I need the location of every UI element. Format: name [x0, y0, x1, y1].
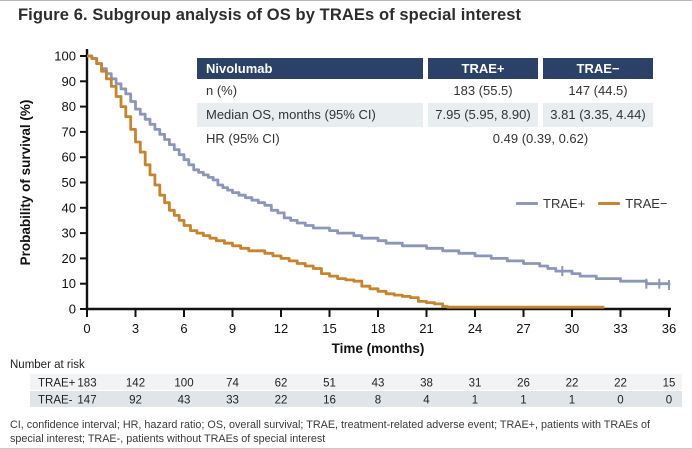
risk-count: 0	[666, 395, 672, 407]
risk-row-stripe	[30, 391, 682, 407]
risk-count: 4	[423, 395, 430, 407]
risk-count: 1	[472, 395, 478, 407]
risk-count: 142	[126, 378, 145, 390]
y-tick-label: 60	[62, 150, 76, 165]
y-tick-label: 80	[62, 99, 76, 114]
x-tick-label: 27	[516, 321, 530, 336]
y-tick-label: 50	[62, 175, 76, 190]
figure-title: Figure 6. Subgroup analysis of OS by TRA…	[18, 6, 522, 24]
y-tick-label: 100	[54, 49, 76, 64]
risk-count: 15	[663, 378, 676, 390]
summary-row-hr: HR (95% CI) 0.49 (0.39, 0.62)	[197, 127, 653, 151]
legend-label-trae-neg: TRAE−	[625, 196, 668, 211]
risk-row-name: TRAE-	[38, 395, 73, 407]
risk-count: 92	[129, 395, 142, 407]
risk-count: 183	[77, 378, 96, 390]
x-tick-label: 12	[274, 321, 288, 336]
risk-row-name: TRAE+	[38, 378, 76, 390]
risk-count: 1	[520, 395, 526, 407]
x-tick-label: 30	[565, 321, 579, 336]
y-axis-title: Probability of survival (%)	[18, 100, 33, 266]
risk-count: 62	[275, 378, 288, 390]
risk-row-stripe	[30, 374, 682, 390]
summary-header-trae-neg: TRAE−	[543, 58, 653, 79]
risk-count: 100	[174, 378, 193, 390]
y-tick-label: 10	[62, 276, 76, 291]
risk-count: 0	[617, 395, 623, 407]
risk-count: 43	[372, 378, 385, 390]
summary-row-hr-label: HR (95% CI)	[206, 131, 280, 146]
x-tick-label: 24	[468, 321, 482, 336]
summary-row-median-trae-pos: 7.95 (5.95, 8.90)	[428, 103, 538, 127]
summary-header-trae-pos: TRAE+	[428, 58, 538, 79]
y-tick-label: 40	[62, 200, 76, 215]
legend-item-trae-neg: TRAE−	[598, 196, 668, 211]
risk-count: 26	[517, 378, 530, 390]
y-tick-label: 90	[62, 74, 76, 89]
risk-count: 38	[420, 378, 433, 390]
km-curve-TRAE+	[87, 54, 671, 286]
x-tick-label: 15	[322, 321, 336, 336]
summary-row-median-trae-neg: 3.81 (3.35, 4.44)	[543, 103, 653, 127]
trae-pos-line-swatch	[516, 202, 538, 205]
x-tick-label: 33	[613, 321, 627, 336]
x-tick-label: 36	[662, 321, 676, 336]
x-tick-label: 6	[180, 321, 187, 336]
summary-row-n-trae-pos: 183 (55.5)	[453, 83, 513, 98]
risk-count: 33	[226, 395, 239, 407]
abbreviations-footnote: CI, confidence interval; HR, hazard rati…	[10, 419, 650, 446]
x-tick-label: 0	[83, 321, 90, 336]
summary-row-n-label: n (%)	[206, 83, 238, 98]
summary-header-drug: Nivolumab	[197, 58, 423, 79]
x-tick-label: 9	[229, 321, 236, 336]
risk-count: 51	[323, 378, 336, 390]
risk-count: 22	[614, 378, 627, 390]
y-tick-label: 70	[62, 124, 76, 139]
risk-count: 1	[569, 395, 575, 407]
plot-legend: TRAE+ TRAE−	[516, 196, 668, 211]
summary-row-median-label: Median OS, months (95% CI)	[197, 103, 423, 127]
x-tick-label: 21	[419, 321, 433, 336]
y-tick-label: 20	[62, 251, 76, 266]
risk-count: 43	[178, 395, 191, 407]
summary-row-hr-value: 0.49 (0.39, 0.62)	[492, 131, 589, 146]
number-at-risk-label: Number at risk	[10, 359, 85, 371]
x-axis-title: Time (months)	[332, 341, 425, 356]
risk-count: 16	[323, 395, 336, 407]
km-curve-TRAE−	[87, 54, 605, 309]
trae-neg-line-swatch	[598, 202, 621, 205]
y-tick-label: 30	[62, 226, 76, 241]
summary-table: Nivolumab TRAE+ TRAE− n (%) 183 (55.5) 1…	[197, 58, 653, 151]
legend-item-trae-pos: TRAE+	[516, 196, 585, 211]
legend-label-trae-pos: TRAE+	[543, 196, 586, 211]
summary-row-median-os: Median OS, months (95% CI) 7.95 (5.95, 8…	[197, 103, 653, 127]
risk-count: 74	[226, 378, 239, 390]
y-tick-label: 0	[69, 302, 76, 317]
risk-count: 22	[275, 395, 288, 407]
risk-count: 8	[375, 395, 381, 407]
risk-count: 147	[77, 395, 96, 407]
summary-row-n: n (%) 183 (55.5) 147 (44.5)	[197, 79, 653, 103]
risk-count: 31	[469, 378, 482, 390]
x-tick-label: 18	[371, 321, 385, 336]
summary-table-header-row: Nivolumab TRAE+ TRAE−	[197, 58, 653, 79]
summary-row-n-trae-neg: 147 (44.5)	[568, 83, 628, 98]
risk-count: 22	[566, 378, 579, 390]
x-tick-label: 3	[132, 321, 139, 336]
